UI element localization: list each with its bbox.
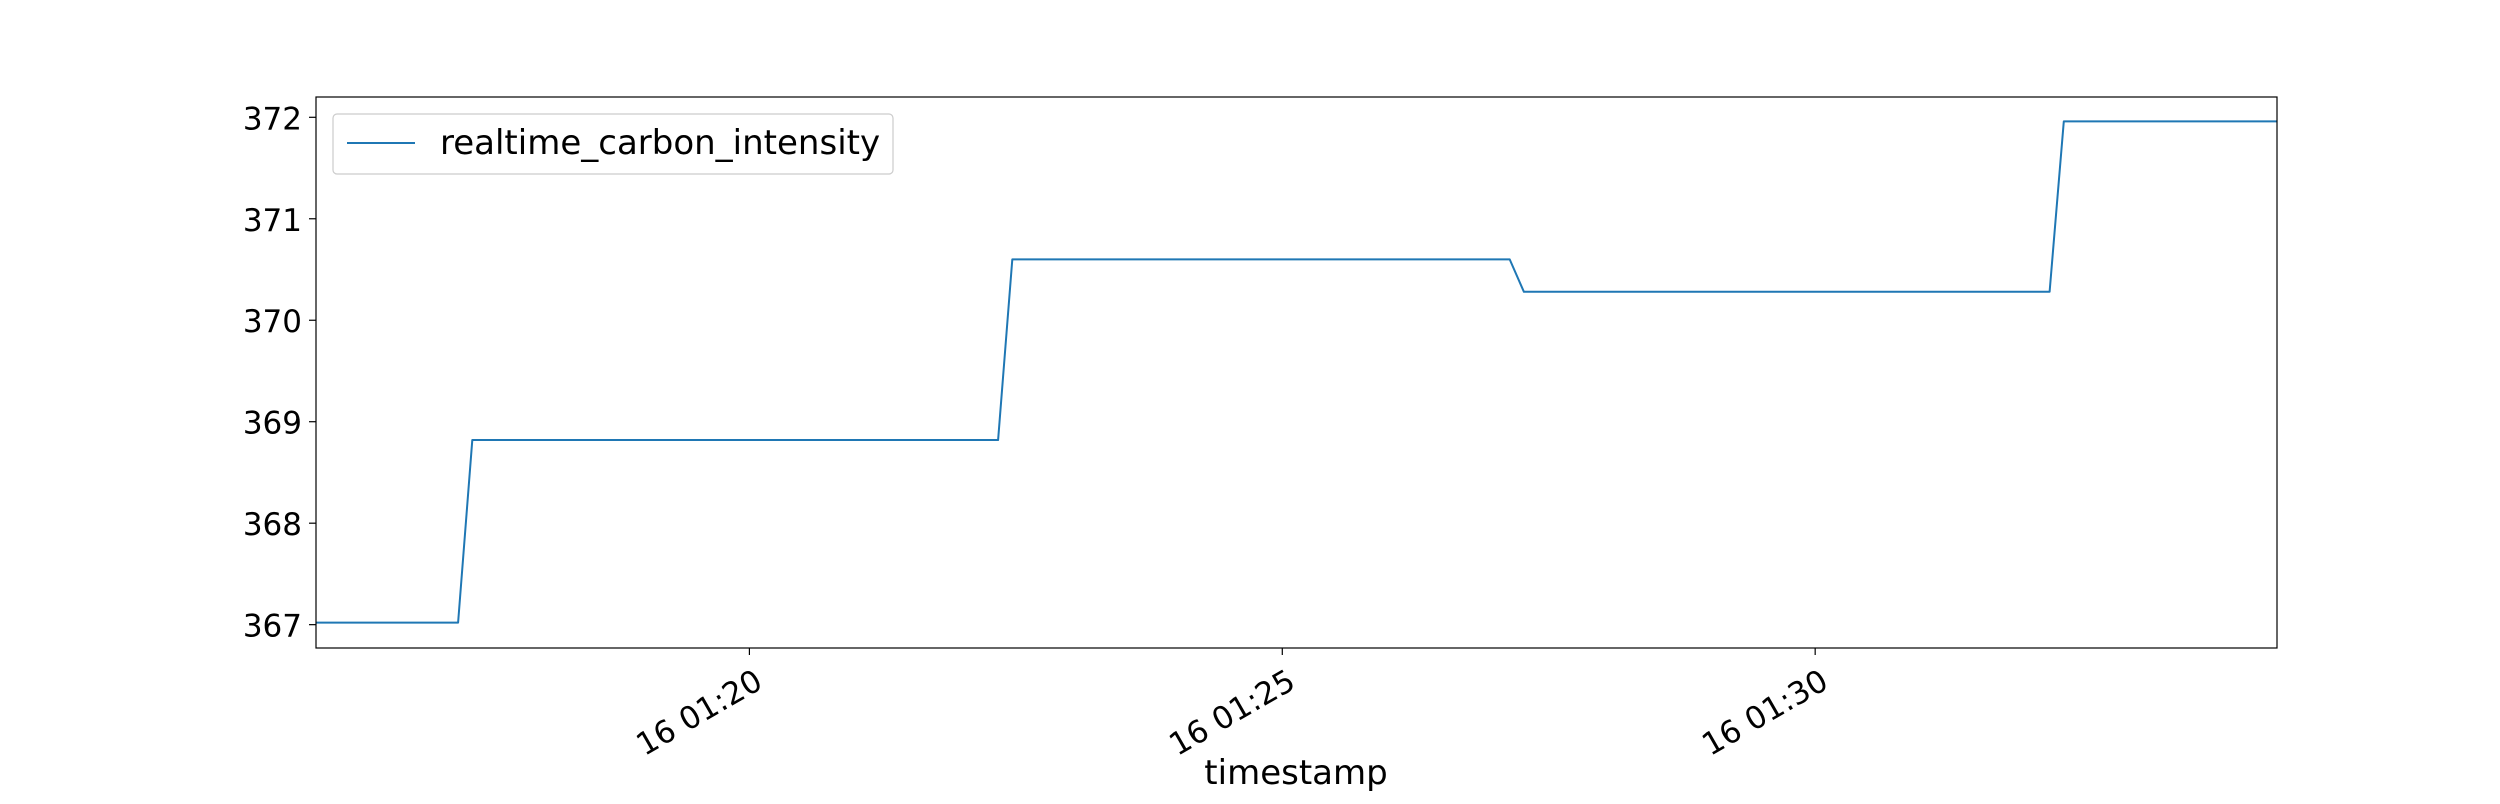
series-line-0 [316,120,2277,624]
y-tick-label: 371 [243,203,302,239]
y-tick-label: 368 [243,507,302,543]
plot-frame [315,96,2278,649]
x-tick-label: 16 01:25 [1163,663,1301,763]
legend-box [332,113,894,175]
x-tick-label: 16 01:30 [1696,663,1834,763]
series-layer [316,120,2277,624]
y-tick-label: 367 [243,609,302,645]
y-axis: 367 368 369 370 371 372 [243,101,316,645]
x-axis-label: timestamp [1204,753,1387,793]
x-tick-label: 16 01:20 [630,663,768,763]
legend: realtime_carbon_intensity [332,113,894,175]
y-tick-label: 372 [243,101,302,137]
legend-label: realtime_carbon_intensity [440,123,880,163]
y-tick-label: 369 [243,406,302,442]
x-axis: 16 01:20 16 01:25 16 01:30 [630,648,1834,763]
y-tick-label: 370 [243,304,302,340]
